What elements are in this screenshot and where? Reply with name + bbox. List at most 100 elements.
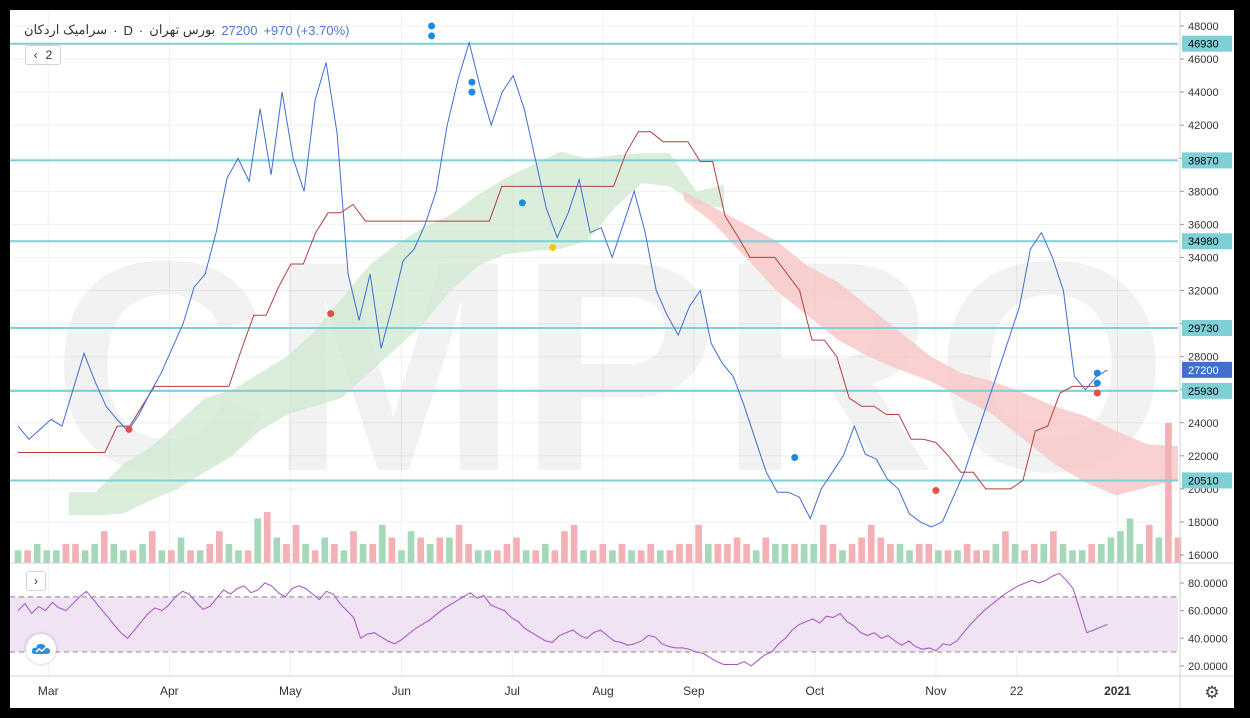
level-tag	[1182, 320, 1232, 337]
volume-bar	[215, 531, 223, 563]
volume-bar	[1030, 543, 1038, 563]
volume-bar	[1059, 543, 1067, 563]
volume-bar	[781, 543, 789, 563]
volume-bar	[292, 524, 300, 563]
volume-bar	[743, 543, 750, 563]
volume-bar	[867, 524, 875, 563]
volume-bar	[321, 537, 329, 563]
volume-bar	[925, 543, 933, 563]
y-tick-label: 38000	[1188, 186, 1219, 198]
volume-bar	[580, 550, 587, 563]
volume-bar	[350, 531, 357, 563]
signal-dot	[518, 199, 526, 207]
chevron-right-icon: ›	[34, 574, 38, 588]
volume-bar	[829, 543, 837, 563]
volume-bar	[91, 543, 99, 563]
volume-bar	[1002, 531, 1009, 563]
volume-bar	[772, 543, 779, 563]
volume-bar	[791, 543, 798, 563]
volume-bar	[340, 550, 348, 563]
volume-bar	[244, 550, 252, 563]
rsi-tick-label: 40.0000	[1188, 633, 1228, 645]
volume-bar	[551, 550, 559, 563]
volume-bar	[915, 543, 923, 563]
volume-bar	[139, 543, 146, 563]
gear-icon[interactable]: ⚙	[1204, 683, 1220, 702]
volume-bar	[100, 531, 108, 563]
y-tick-label: 44000	[1188, 87, 1219, 99]
legend-symbol: سرامیک اردکان	[24, 22, 108, 37]
last-price-tag	[1182, 361, 1232, 378]
volume-bar	[1011, 543, 1019, 563]
legend-change: +970 (+3.70%)	[263, 22, 350, 38]
volume-bar	[148, 531, 156, 563]
volume-bar	[311, 550, 319, 563]
volume-bar	[637, 550, 645, 563]
watermark: CMPRO	[52, 198, 1169, 534]
symbol-legend[interactable]: سرامیک اردکان · D · بورس تهران 27200 +97…	[24, 22, 349, 38]
signal-dot	[468, 78, 476, 86]
rsi-expand-button[interactable]: ›	[26, 571, 46, 591]
signal-dot	[428, 32, 436, 40]
y-tick-label: 16000	[1188, 550, 1219, 562]
ichimoku-cloud	[68, 151, 1178, 516]
volume-bar	[417, 537, 424, 563]
volume-bar	[426, 543, 434, 563]
volume-bar	[81, 550, 89, 563]
volume-bar	[177, 537, 185, 563]
rsi-tick-label: 20.0000	[1188, 661, 1228, 673]
cloud-logo-icon[interactable]	[26, 634, 56, 664]
volume-bar	[752, 550, 760, 563]
volume-bar	[1021, 550, 1028, 563]
level-tag	[1182, 382, 1232, 399]
volume-bar	[982, 550, 990, 563]
volume-bar	[455, 524, 463, 563]
legend-interval: D	[123, 22, 133, 38]
volume-bar	[704, 543, 712, 563]
y-tick-label: 18000	[1188, 517, 1219, 529]
y-tick-label: 36000	[1188, 219, 1219, 231]
signal-dot	[791, 453, 799, 461]
collapse-indicators-button[interactable]: ‹ 2	[25, 45, 61, 65]
volume-bar	[369, 543, 377, 563]
volume-bar	[532, 550, 540, 563]
volume-bar	[541, 543, 549, 563]
rsi-line	[17, 572, 1108, 667]
x-tick-label: Aug	[592, 684, 613, 698]
volume-bar	[53, 550, 60, 563]
volume-bar	[1040, 543, 1048, 563]
volume-bar	[628, 550, 635, 563]
volume-bar	[570, 524, 578, 563]
volume-bar	[1117, 531, 1124, 563]
level-tag-label: 20510	[1188, 475, 1219, 487]
rsi-band	[10, 596, 1178, 653]
legend-sep: ·	[138, 22, 144, 38]
volume-bar	[954, 550, 961, 563]
level-tag	[1182, 152, 1232, 169]
volume-bar	[1078, 550, 1086, 563]
level-tag-label: 25930	[1188, 386, 1219, 398]
price-chart[interactable]: CMPRO 4800046000440004200040000380003600…	[10, 10, 1234, 708]
volume-bar	[714, 543, 722, 563]
level-tag-label: 46930	[1188, 39, 1219, 51]
volume-bar	[733, 537, 741, 563]
volume-bar	[1155, 537, 1163, 563]
volume-bars	[14, 423, 1182, 563]
volume-bar	[14, 550, 22, 563]
volume-bar	[618, 543, 626, 563]
horizontal-levels[interactable]	[10, 42, 1178, 482]
volume-bar	[62, 543, 70, 563]
volume-bar	[378, 524, 386, 563]
base-line	[18, 131, 1098, 490]
volume-bar	[283, 543, 290, 563]
volume-bar	[963, 543, 971, 563]
volume-bar	[474, 550, 482, 563]
volume-bar	[819, 524, 827, 563]
volume-bar	[206, 543, 214, 563]
chart-window: CMPRO 4800046000440004200040000380003600…	[10, 10, 1234, 708]
price-lines	[17, 40, 1108, 528]
volume-bar	[1107, 537, 1115, 563]
signal-dot	[1093, 389, 1101, 397]
signal-dot	[468, 88, 476, 96]
volume-bar	[196, 550, 204, 563]
